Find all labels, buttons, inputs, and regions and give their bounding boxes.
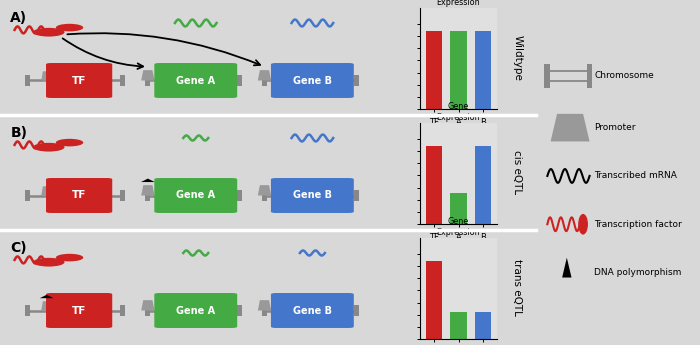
Bar [426,262,442,339]
Polygon shape [41,186,52,196]
Text: A): A) [10,11,27,26]
Text: Gene A: Gene A [176,190,216,200]
Bar [354,190,358,201]
FancyBboxPatch shape [46,293,112,328]
Bar [354,75,358,86]
Bar [237,305,242,316]
Bar [426,146,442,224]
Text: Transcription factor: Transcription factor [594,220,682,229]
Bar [120,305,125,316]
Text: B): B) [10,127,27,140]
Bar [354,305,358,316]
Text: DNA polymorphism: DNA polymorphism [594,268,682,277]
Polygon shape [40,295,53,298]
Polygon shape [141,300,155,310]
Bar [146,190,150,201]
Polygon shape [41,71,52,80]
Bar [237,190,242,201]
Bar [25,305,29,316]
Polygon shape [551,114,589,141]
Polygon shape [258,185,271,196]
Polygon shape [141,70,155,80]
Title: Gene
Expression: Gene Expression [437,217,480,237]
Bar [587,64,592,88]
Text: Gene B: Gene B [293,76,332,86]
Circle shape [56,24,83,31]
Text: Wildtype: Wildtype [512,34,522,80]
Polygon shape [258,70,271,80]
Bar [262,75,267,86]
Circle shape [33,143,64,151]
Bar [146,305,150,316]
Bar [475,146,491,224]
Bar [237,75,242,86]
Text: Gene B: Gene B [293,190,332,200]
Bar [120,75,125,86]
Bar [146,75,150,86]
FancyBboxPatch shape [46,178,112,213]
Text: Gene A: Gene A [176,76,216,86]
Polygon shape [258,300,271,310]
Polygon shape [141,185,155,196]
Title: Gene
Expression: Gene Expression [437,102,480,122]
Bar [120,190,125,201]
Bar [450,193,467,224]
FancyBboxPatch shape [271,293,354,328]
Text: TF: TF [72,306,86,315]
Text: C): C) [10,241,27,256]
FancyBboxPatch shape [46,63,112,98]
FancyBboxPatch shape [154,293,237,328]
Bar [450,312,467,339]
Polygon shape [141,179,155,182]
FancyBboxPatch shape [154,178,237,213]
Bar [426,31,442,109]
Bar [450,31,467,109]
Bar [262,305,267,316]
Bar [25,75,29,86]
Text: Gene A: Gene A [176,306,216,315]
Circle shape [56,254,83,262]
Title: Gene
Expression: Gene Expression [437,0,480,7]
Circle shape [56,139,83,146]
FancyBboxPatch shape [271,63,354,98]
Text: TF: TF [72,76,86,86]
Polygon shape [41,301,52,310]
Text: trans eQTL: trans eQTL [512,259,522,316]
FancyBboxPatch shape [154,63,237,98]
FancyBboxPatch shape [271,178,354,213]
Circle shape [33,258,64,267]
Bar [475,312,491,339]
Bar [475,31,491,109]
Bar [545,64,550,88]
Text: cis eQTL: cis eQTL [512,150,522,195]
Circle shape [578,214,588,235]
Text: Transcribed mRNA: Transcribed mRNA [594,171,678,180]
Circle shape [33,28,64,37]
Text: Promoter: Promoter [594,123,636,132]
Polygon shape [562,258,571,277]
Text: TF: TF [72,190,86,200]
Bar [262,190,267,201]
Text: Chromosome: Chromosome [594,71,654,80]
Text: Gene B: Gene B [293,306,332,315]
Bar [25,190,29,201]
